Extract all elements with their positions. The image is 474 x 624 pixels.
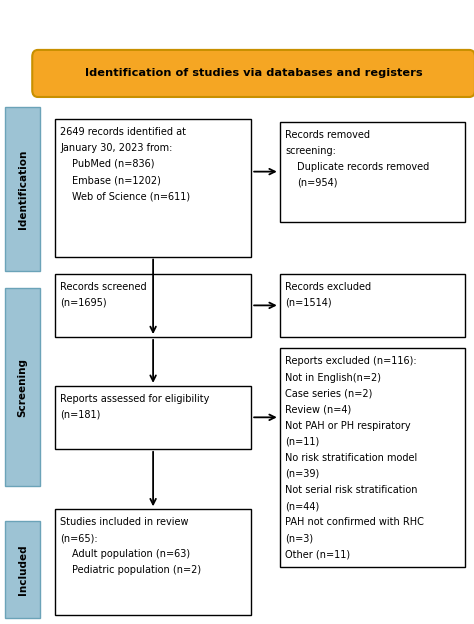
FancyBboxPatch shape (55, 274, 251, 337)
Text: Pediatric population (n=2): Pediatric population (n=2) (72, 565, 201, 575)
Text: PubMed (n=836): PubMed (n=836) (72, 159, 155, 169)
Text: No risk stratification model: No risk stratification model (285, 453, 418, 463)
Text: Screening: Screening (18, 358, 27, 417)
Text: Identification: Identification (18, 149, 27, 229)
Text: Records removed: Records removed (285, 130, 374, 140)
Text: Not PAH or PH respiratory: Not PAH or PH respiratory (285, 421, 411, 431)
Text: Not serial risk stratification: Not serial risk stratification (285, 485, 418, 495)
Text: Records excluded: Records excluded (285, 282, 372, 292)
Text: Reports excluded (n=116):: Reports excluded (n=116): (285, 356, 417, 366)
Text: Web of Science (n=611): Web of Science (n=611) (72, 191, 190, 201)
Text: Studies included in review: Studies included in review (60, 517, 189, 527)
Text: (n=11): (n=11) (285, 437, 319, 447)
Text: Not in English(n=2): Not in English(n=2) (285, 373, 382, 383)
Text: Other (n=11): Other (n=11) (285, 549, 350, 559)
Text: (n=1514): (n=1514) (285, 298, 332, 308)
Text: screening:: screening: (285, 146, 336, 156)
Text: Identification of studies via databases and registers: Identification of studies via databases … (85, 68, 422, 78)
FancyBboxPatch shape (32, 50, 474, 97)
Text: (n=954): (n=954) (297, 178, 337, 188)
FancyBboxPatch shape (280, 348, 465, 567)
Text: (n=1695): (n=1695) (60, 298, 107, 308)
FancyBboxPatch shape (5, 288, 40, 486)
FancyBboxPatch shape (55, 509, 251, 615)
Text: January 30, 2023 from:: January 30, 2023 from: (60, 143, 173, 153)
Text: Case series (n=2): Case series (n=2) (285, 389, 373, 399)
Text: Embase (n=1202): Embase (n=1202) (72, 175, 161, 185)
Text: 2649 records identified at: 2649 records identified at (60, 127, 186, 137)
Text: Included: Included (18, 544, 27, 595)
Text: PAH not confirmed with RHC: PAH not confirmed with RHC (285, 517, 424, 527)
Text: (n=3): (n=3) (285, 534, 313, 544)
FancyBboxPatch shape (5, 520, 40, 618)
FancyBboxPatch shape (55, 386, 251, 449)
Text: Adult population (n=63): Adult population (n=63) (72, 549, 190, 559)
Text: Records screened: Records screened (60, 282, 147, 292)
Text: Reports assessed for eligibility: Reports assessed for eligibility (60, 394, 210, 404)
Text: Review (n=4): Review (n=4) (285, 405, 352, 415)
Text: (n=44): (n=44) (285, 501, 319, 511)
Text: (n=65):: (n=65): (60, 534, 98, 544)
FancyBboxPatch shape (5, 107, 40, 271)
Text: (n=39): (n=39) (285, 469, 319, 479)
Text: (n=181): (n=181) (60, 410, 100, 420)
FancyBboxPatch shape (55, 119, 251, 256)
FancyBboxPatch shape (280, 274, 465, 337)
FancyBboxPatch shape (280, 122, 465, 222)
Text: Duplicate records removed: Duplicate records removed (297, 162, 429, 172)
